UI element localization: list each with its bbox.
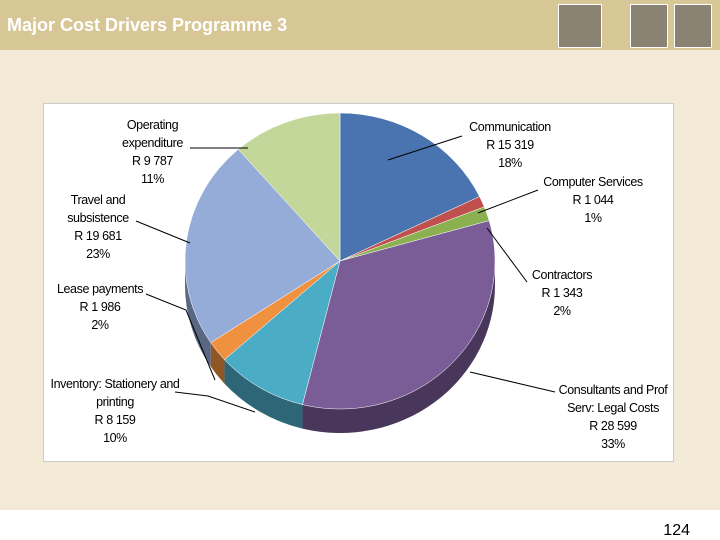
leader-line (477, 189, 539, 214)
slice-label: Consultants and Prof Serv: Legal Costs R … (552, 381, 674, 453)
percent-label: 11% (141, 172, 164, 186)
value-label: R 15 319 (486, 138, 534, 152)
percent-label: 18% (498, 156, 522, 170)
percent-label: 2% (553, 304, 571, 318)
category-label: Consultants and Prof Serv: Legal Costs (558, 383, 668, 415)
value-label: R 1 044 (572, 193, 614, 207)
percent-label: 33% (601, 437, 625, 451)
percent-label: 2% (91, 318, 109, 332)
value-label: R 1 343 (541, 286, 583, 300)
slice-label: Communication R 15 319 18% (455, 118, 565, 172)
value-label: R 1 986 (79, 300, 121, 314)
category-label: Travel and subsistence (67, 193, 129, 225)
category-label: Inventory: Stationery and printing (50, 377, 180, 409)
percent-label: 23% (86, 247, 110, 261)
category-label: Contractors (531, 268, 593, 282)
footer (0, 510, 720, 540)
slice (339, 112, 480, 262)
category-label: Communication (469, 120, 551, 134)
percent-label: 10% (103, 431, 127, 445)
page-number: 124 (663, 522, 690, 539)
slice-label: Lease payments R 1 986 2% (50, 280, 150, 334)
header-image (558, 4, 602, 48)
leader-line (135, 220, 191, 244)
slice-label: Computer Services R 1 044 1% (538, 173, 648, 227)
leader-line (387, 135, 463, 161)
leader-line (174, 391, 256, 413)
slice-label: Contractors R 1 343 2% (522, 266, 602, 320)
slice-label: Operating expenditure R 9 787 11% (110, 116, 195, 188)
percent-label: 1% (584, 211, 602, 225)
slice (224, 260, 341, 405)
value-label: R 28 599 (589, 419, 637, 433)
leader-line (486, 227, 528, 283)
category-label: Computer Services (543, 175, 643, 189)
slice-side (224, 359, 303, 429)
chart-title: Major Cost Drivers Programme 3 (7, 15, 288, 35)
value-label: R 8 159 (94, 413, 136, 427)
pie (184, 112, 496, 434)
leader-line (145, 293, 216, 381)
category-label: Lease payments (56, 282, 144, 296)
slice-label: Travel and subsistence R 19 681 23% (58, 191, 138, 263)
header-image (630, 4, 668, 48)
leader-line (469, 371, 556, 393)
value-label: R 9 787 (132, 154, 173, 168)
slice (237, 112, 341, 262)
slice-label: Inventory: Stationery and printing R 8 15… (50, 375, 180, 447)
slice-side (302, 261, 495, 434)
value-label: R 19 681 (74, 229, 122, 243)
slice (302, 220, 496, 410)
slice-side (210, 342, 225, 384)
slice-side (185, 261, 211, 367)
leader-lines (135, 135, 556, 413)
header-image (674, 4, 712, 48)
category-label: Operating expenditure (122, 118, 183, 150)
